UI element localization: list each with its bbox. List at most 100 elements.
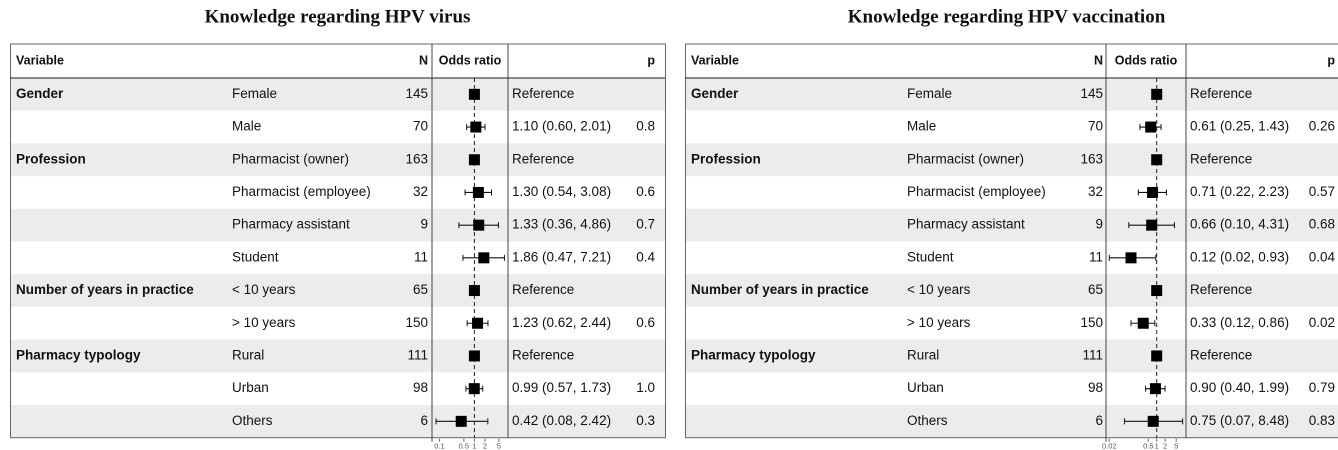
variable: Number of years in practice xyxy=(16,282,194,297)
variable: Pharmacy typology xyxy=(16,348,141,363)
level: Others xyxy=(232,413,273,428)
level: < 10 years xyxy=(232,282,296,297)
n: 70 xyxy=(1088,119,1103,134)
row-shade xyxy=(10,208,665,242)
level: Pharmacist (owner) xyxy=(232,151,349,166)
level: Female xyxy=(907,86,952,101)
p-value: 0.57 xyxy=(1309,184,1335,199)
row-shade xyxy=(685,78,1338,111)
level: Others xyxy=(907,413,948,428)
p-value: 0.79 xyxy=(1309,380,1335,395)
header: Odds ratio xyxy=(1115,53,1178,67)
odds-ratio-box xyxy=(470,121,482,133)
odds-ratio-box xyxy=(468,383,480,395)
level: Female xyxy=(232,86,277,101)
header: p xyxy=(1327,53,1335,67)
level: Urban xyxy=(907,380,944,395)
odds-ratio-box xyxy=(455,415,467,427)
level: Pharmacist (owner) xyxy=(907,151,1024,166)
n: 32 xyxy=(1088,184,1103,199)
x-tick-label: 0.1 xyxy=(434,442,444,450)
n: 111 xyxy=(1082,348,1103,363)
level: > 10 years xyxy=(907,315,971,330)
odds-ratio-box xyxy=(472,186,484,198)
estimate: 1.30 (0.54, 3.08) xyxy=(512,184,611,199)
level: > 10 years xyxy=(232,315,296,330)
estimate: 0.33 (0.12, 0.86) xyxy=(1190,315,1289,330)
estimate: Reference xyxy=(1190,86,1252,101)
table-frame xyxy=(10,43,666,439)
odds-ratio-box xyxy=(478,252,490,264)
odds-ratio-box xyxy=(1147,186,1159,198)
odds-ratio-box xyxy=(473,219,485,231)
p-value: 0.02 xyxy=(1309,315,1335,330)
odds-ratio-box xyxy=(472,317,484,329)
level: Pharmacy assistant xyxy=(232,217,350,232)
p-value: 0.3 xyxy=(636,413,655,428)
x-tick-label: 0.02 xyxy=(1102,442,1117,450)
n: 32 xyxy=(413,184,428,199)
estimate: 0.90 (0.40, 1.99) xyxy=(1190,380,1289,395)
x-tick-label: 0.5 xyxy=(459,442,469,450)
level: Pharmacist (employee) xyxy=(232,184,371,199)
estimate: 0.99 (0.57, 1.73) xyxy=(512,380,611,395)
row-shade xyxy=(685,208,1338,242)
x-tick-label: 2 xyxy=(483,442,487,450)
n: 6 xyxy=(1095,413,1103,428)
estimate: Reference xyxy=(1190,282,1252,297)
estimate: 1.23 (0.62, 2.44) xyxy=(512,315,611,330)
odds-ratio-box xyxy=(1149,383,1161,395)
x-tick-label: 1 xyxy=(472,442,476,450)
estimate: 1.86 (0.47, 7.21) xyxy=(512,249,611,264)
estimate: 0.12 (0.02, 0.93) xyxy=(1190,249,1289,264)
header: Variable xyxy=(16,53,64,67)
row-shade xyxy=(685,405,1338,438)
odds-ratio-box xyxy=(468,285,480,297)
n: 70 xyxy=(413,119,428,134)
panel-title: Knowledge regarding HPV virus xyxy=(205,6,471,27)
header: Odds ratio xyxy=(439,53,502,67)
estimate: 0.66 (0.10, 4.31) xyxy=(1190,217,1289,232)
n: 111 xyxy=(407,348,428,363)
n: 9 xyxy=(1095,217,1103,232)
p-value: 1.0 xyxy=(636,380,655,395)
row-shade xyxy=(685,339,1338,373)
level: Male xyxy=(907,119,936,134)
level: Pharmacist (employee) xyxy=(907,184,1046,199)
header: p xyxy=(647,53,655,67)
odds-ratio-box xyxy=(1137,317,1149,329)
estimate: 0.61 (0.25, 1.43) xyxy=(1190,119,1289,134)
odds-ratio-box xyxy=(1151,350,1163,362)
estimate: 1.10 (0.60, 2.01) xyxy=(512,119,611,134)
n: 6 xyxy=(420,413,428,428)
level: Pharmacy assistant xyxy=(907,217,1025,232)
row-shade xyxy=(685,143,1338,177)
row-shade xyxy=(10,78,665,111)
n: 98 xyxy=(1088,380,1103,395)
odds-ratio-box xyxy=(468,350,480,362)
p-value: 0.7 xyxy=(636,217,655,232)
p-value: 0.83 xyxy=(1309,413,1335,428)
variable: Gender xyxy=(16,86,64,101)
level: Male xyxy=(232,119,261,134)
odds-ratio-box xyxy=(1147,415,1159,427)
odds-ratio-box xyxy=(468,88,480,100)
odds-ratio-box xyxy=(468,154,480,166)
n: 11 xyxy=(1089,249,1103,264)
row-shade xyxy=(10,405,665,438)
variable: Profession xyxy=(16,151,86,166)
n: 65 xyxy=(413,282,428,297)
p-value: 0.68 xyxy=(1309,217,1335,232)
row-shade xyxy=(10,339,665,373)
n: 145 xyxy=(1080,86,1103,101)
odds-ratio-box xyxy=(1125,252,1137,264)
p-value: 0.6 xyxy=(636,184,655,199)
estimate: Reference xyxy=(1190,348,1252,363)
odds-ratio-box xyxy=(1146,219,1158,231)
odds-ratio-box xyxy=(1151,88,1163,100)
variable: Pharmacy typology xyxy=(691,348,816,363)
estimate: 1.33 (0.36, 4.86) xyxy=(512,217,611,232)
variable: Number of years in practice xyxy=(691,282,869,297)
row-shade xyxy=(10,274,665,307)
